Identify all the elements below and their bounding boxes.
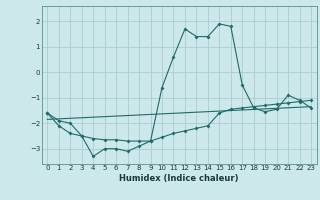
X-axis label: Humidex (Indice chaleur): Humidex (Indice chaleur) — [119, 174, 239, 183]
